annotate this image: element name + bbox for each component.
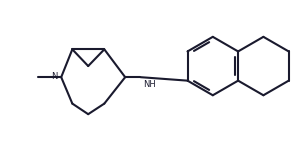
Text: NH: NH	[143, 80, 155, 89]
Text: N: N	[51, 72, 58, 81]
